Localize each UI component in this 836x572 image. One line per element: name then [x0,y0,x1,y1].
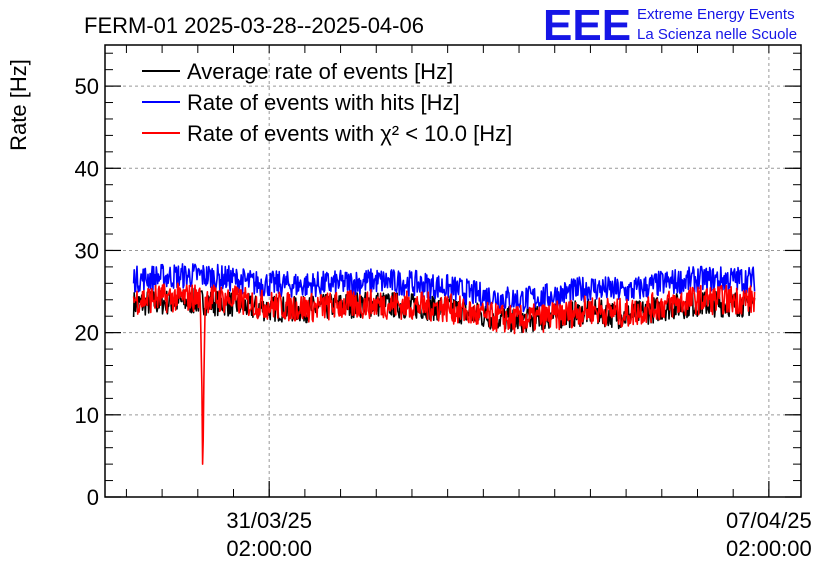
logo-line2: La Scienza nelle Scuole [637,26,797,43]
series-line-hits [132,263,756,313]
series-line-chi2 [132,282,756,465]
logo-line1: Extreme Energy Events [637,6,795,23]
x-tick-label-time: 02:00:00 [226,536,312,561]
y-tick-label: 10 [75,403,99,428]
title-group: FERM-01 2025-03-28--2025-04-06 [84,13,424,38]
y-tick-label: 0 [87,485,99,510]
logo-mark: EEE [543,1,631,50]
y-tick-label: 20 [75,321,99,346]
y-tick-label: 30 [75,238,99,263]
series-layer [132,263,756,465]
x-tick-label-date: 31/03/25 [226,508,312,533]
axes: 0 10 20 30 40 50 31/03/25 02:00:00 07/04/25 02:00… [75,45,812,561]
legend-label-hits: Rate of events with hits [Hz] [187,90,460,115]
legend-label-average: Average rate of events [Hz] [187,59,453,84]
legend: Average rate of events [Hz] Rate of even… [142,59,512,146]
y-tick-label: 40 [75,156,99,181]
chart-title: FERM-01 2025-03-28--2025-04-06 [84,13,424,38]
y-tick-label: 50 [75,74,99,99]
eee-logo: EEE Extreme Energy Events La Scienza nel… [543,1,797,50]
x-tick-label-time: 02:00:00 [726,536,812,561]
x-tick-label-date: 07/04/25 [726,508,812,533]
plot-frame [104,44,802,498]
legend-label-chi2: Rate of events with χ² < 10.0 [Hz] [187,121,512,146]
grid [105,45,801,497]
y-axis-label: Rate [Hz] [6,59,31,151]
